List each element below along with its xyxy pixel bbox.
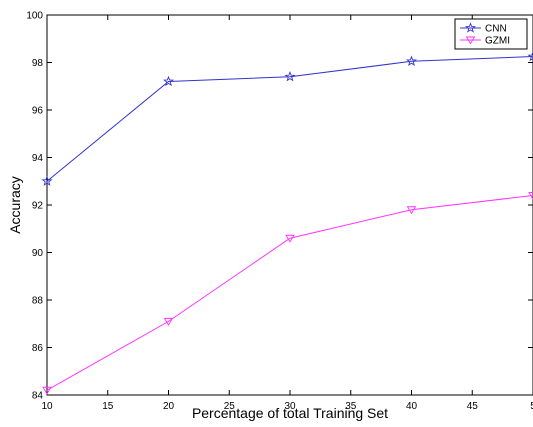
x-axis-title: Percentage of total Training Set xyxy=(192,405,388,421)
data-point-marker xyxy=(528,192,533,200)
data-point-marker xyxy=(162,75,175,87)
x-tick-label: 15 xyxy=(102,401,114,412)
x-tick-label: 35 xyxy=(345,401,357,412)
x-tick-label: 40 xyxy=(406,401,418,412)
x-tick-label: 25 xyxy=(224,401,236,412)
x-tick-label: 20 xyxy=(163,401,175,412)
y-tick-label: 98 xyxy=(32,58,44,69)
legend-label: CNN xyxy=(485,24,507,35)
data-point-marker xyxy=(527,50,533,62)
x-tick-label: 5 xyxy=(530,401,533,412)
series-line xyxy=(46,195,533,391)
y-tick-label: 88 xyxy=(32,296,44,307)
x-tick-label: 45 xyxy=(467,401,479,412)
y-tick-label: 96 xyxy=(32,106,44,117)
y-tick-label: 90 xyxy=(32,248,44,259)
y-tick-label: 92 xyxy=(32,201,44,212)
data-point-marker xyxy=(41,175,53,186)
data-point-marker xyxy=(284,70,296,82)
x-tick-label: 30 xyxy=(284,401,296,412)
data-point-marker xyxy=(406,206,417,215)
legend-marker xyxy=(464,22,477,33)
data-point-marker xyxy=(285,234,295,243)
data-point-marker xyxy=(42,386,52,395)
legend-marker xyxy=(465,36,476,45)
y-tick-label: 84 xyxy=(32,391,44,402)
series-cnn xyxy=(41,50,533,186)
data-point-marker xyxy=(163,317,174,326)
legend-box xyxy=(454,18,528,50)
legend-label: GZMI xyxy=(485,36,510,47)
y-tick-label: 94 xyxy=(32,153,44,164)
x-tick-label: 10 xyxy=(41,401,53,412)
y-tick-label: 100 xyxy=(26,11,43,22)
y-tick-label: 86 xyxy=(32,343,44,354)
series-line xyxy=(46,56,533,182)
series-gzmi xyxy=(42,192,533,395)
data-point-marker xyxy=(406,55,417,66)
y-axis-title: Accuracy xyxy=(7,176,23,234)
